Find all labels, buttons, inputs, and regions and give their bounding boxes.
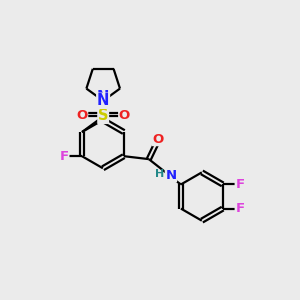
Text: F: F xyxy=(235,178,244,191)
Text: N: N xyxy=(97,93,110,108)
Text: N: N xyxy=(97,90,110,105)
Text: O: O xyxy=(76,109,88,122)
Text: O: O xyxy=(119,109,130,122)
Text: F: F xyxy=(60,150,69,163)
Text: O: O xyxy=(153,133,164,146)
Text: F: F xyxy=(235,202,244,215)
Text: H: H xyxy=(155,169,165,178)
Text: N: N xyxy=(165,169,176,182)
Text: S: S xyxy=(98,108,108,123)
